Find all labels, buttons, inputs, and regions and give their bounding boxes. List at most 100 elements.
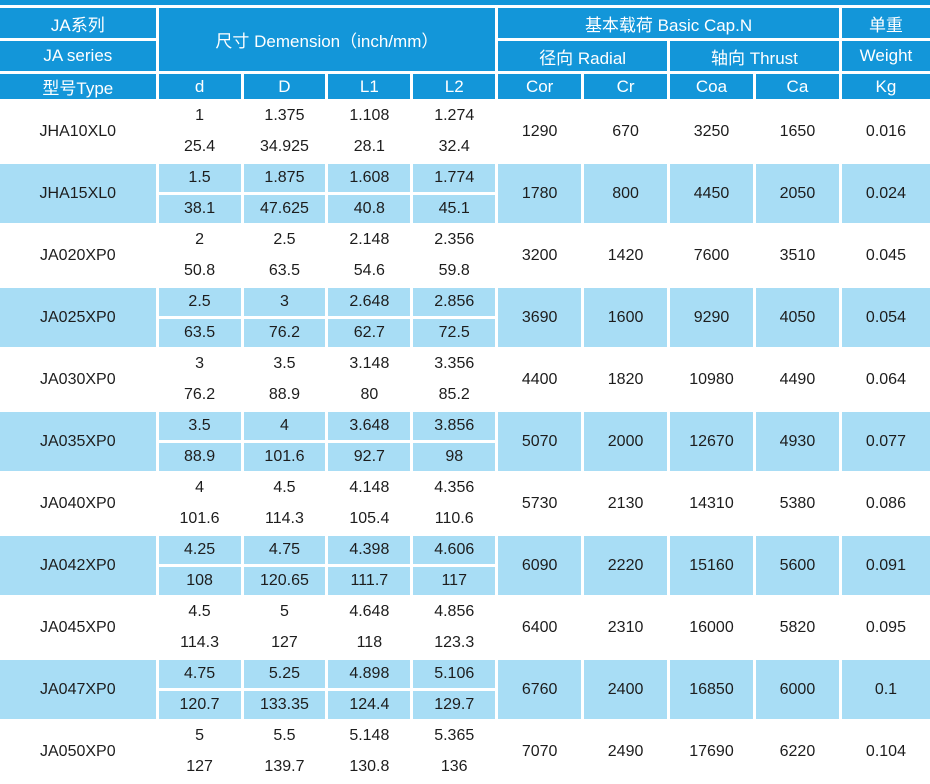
dim-inch-cell: 3.648 <box>328 412 411 440</box>
dim-mm-cell: 133.35 <box>243 691 326 719</box>
bearing-spec-table: JA系列 尺寸 Demension（inch/mm） 基本载荷 Basic Ca… <box>0 5 930 781</box>
dim-inch-cell: 4.25 <box>158 536 241 564</box>
table-body: JHA10XL0 1 1.375 1.108 1.274 1290 670 3250 1650 0… <box>0 102 930 781</box>
dim-mm-cell: 123.3 <box>413 629 496 657</box>
table-row-mm: 120.7 133.35 124.4 129.7 <box>0 691 930 719</box>
dim-inch-cell: 1.274 <box>413 102 496 130</box>
dim-mm-cell: 63.5 <box>243 257 326 285</box>
load-cell: 7600 <box>670 226 753 285</box>
load-cell: 1420 <box>584 226 668 285</box>
dim-inch-cell: 4.356 <box>413 474 496 502</box>
table-row: JA050XP0 5 5.5 5.148 5.365 7070 2490 17690 6220 0… <box>0 722 930 781</box>
model-cell: JA042XP0 <box>0 536 156 595</box>
load-cell: 7070 <box>498 722 582 781</box>
weight-cell: 0.091 <box>841 536 930 595</box>
load-cell: 10980 <box>670 350 753 409</box>
dim-inch-cell: 2 <box>158 226 241 254</box>
load-cell: 2000 <box>584 412 668 471</box>
header-col-L1: L1 <box>328 74 411 99</box>
dim-mm-cell: 127 <box>158 753 241 781</box>
header-col-Ca: Ca <box>755 74 839 99</box>
dim-inch-cell: 1.5 <box>158 164 241 192</box>
load-cell: 5600 <box>755 536 839 595</box>
dim-inch-cell: 3.148 <box>328 350 411 378</box>
header-series-en: JA series <box>0 41 156 71</box>
dim-mm-cell: 105.4 <box>328 505 411 533</box>
load-cell: 3200 <box>498 226 582 285</box>
load-cell: 15160 <box>670 536 753 595</box>
dim-mm-cell: 38.1 <box>158 195 241 223</box>
weight-cell: 0.054 <box>841 288 930 347</box>
dim-mm-cell: 63.5 <box>158 319 241 347</box>
header-radial: 径向 Radial <box>498 41 668 71</box>
dim-inch-cell: 5.5 <box>243 722 326 750</box>
dim-inch-cell: 1.108 <box>328 102 411 130</box>
load-cell: 1650 <box>755 102 839 161</box>
dim-inch-cell: 4.148 <box>328 474 411 502</box>
load-cell: 4930 <box>755 412 839 471</box>
load-cell: 2050 <box>755 164 839 223</box>
dim-mm-cell: 62.7 <box>328 319 411 347</box>
dim-mm-cell: 54.6 <box>328 257 411 285</box>
dim-mm-cell: 32.4 <box>413 133 496 161</box>
dim-inch-cell: 4.5 <box>158 598 241 626</box>
load-cell: 17690 <box>670 722 753 781</box>
table-row: JA040XP0 4 4.5 4.148 4.356 5730 2130 14310 5380 0… <box>0 474 930 533</box>
header-col-L2: L2 <box>413 74 496 99</box>
load-cell: 1290 <box>498 102 582 161</box>
table-row: JHA10XL0 1 1.375 1.108 1.274 1290 670 3250 1650 0… <box>0 102 930 161</box>
load-cell: 3510 <box>755 226 839 285</box>
dim-inch-cell: 5.365 <box>413 722 496 750</box>
table-row: JA025XP0 2.5 3 2.648 2.856 3690 1600 9290 4050 0.… <box>0 288 930 347</box>
table-row-mm: 63.5 76.2 62.7 72.5 <box>0 319 930 347</box>
model-cell: JA040XP0 <box>0 474 156 533</box>
model-cell: JA050XP0 <box>0 722 156 781</box>
load-cell: 6220 <box>755 722 839 781</box>
dim-mm-cell: 101.6 <box>243 443 326 471</box>
dim-inch-cell: 5 <box>243 598 326 626</box>
header-series-cn: JA系列 <box>0 8 156 38</box>
dim-inch-cell: 2.648 <box>328 288 411 316</box>
load-cell: 6090 <box>498 536 582 595</box>
dim-mm-cell: 92.7 <box>328 443 411 471</box>
model-cell: JHA15XL0 <box>0 164 156 223</box>
dim-mm-cell: 108 <box>158 567 241 595</box>
dim-mm-cell: 88.9 <box>158 443 241 471</box>
load-cell: 9290 <box>670 288 753 347</box>
table-row-mm: 88.9 101.6 92.7 98 <box>0 443 930 471</box>
dim-mm-cell: 117 <box>413 567 496 595</box>
dim-mm-cell: 80 <box>328 381 411 409</box>
dim-mm-cell: 129.7 <box>413 691 496 719</box>
dim-inch-cell: 2.5 <box>158 288 241 316</box>
model-cell: JA020XP0 <box>0 226 156 285</box>
model-cell: JA035XP0 <box>0 412 156 471</box>
load-cell: 4050 <box>755 288 839 347</box>
load-cell: 2490 <box>584 722 668 781</box>
dim-mm-cell: 45.1 <box>413 195 496 223</box>
dim-mm-cell: 114.3 <box>243 505 326 533</box>
dim-inch-cell: 3 <box>243 288 326 316</box>
load-cell: 3690 <box>498 288 582 347</box>
load-cell: 4450 <box>670 164 753 223</box>
weight-cell: 0.024 <box>841 164 930 223</box>
weight-cell: 0.045 <box>841 226 930 285</box>
header-col-d: d <box>158 74 241 99</box>
load-cell: 5730 <box>498 474 582 533</box>
load-cell: 800 <box>584 164 668 223</box>
load-cell: 3250 <box>670 102 753 161</box>
dim-mm-cell: 98 <box>413 443 496 471</box>
dim-inch-cell: 2.856 <box>413 288 496 316</box>
table-row-mm: 114.3 127 118 123.3 <box>0 629 930 657</box>
table-row-mm: 76.2 88.9 80 85.2 <box>0 381 930 409</box>
weight-cell: 0.095 <box>841 598 930 657</box>
spec-table-container: JA系列 尺寸 Demension（inch/mm） 基本载荷 Basic Ca… <box>0 5 930 781</box>
load-cell: 1820 <box>584 350 668 409</box>
load-cell: 5820 <box>755 598 839 657</box>
model-cell: JA045XP0 <box>0 598 156 657</box>
table-header: JA系列 尺寸 Demension（inch/mm） 基本载荷 Basic Ca… <box>0 8 930 99</box>
dim-mm-cell: 47.625 <box>243 195 326 223</box>
dim-mm-cell: 59.8 <box>413 257 496 285</box>
table-row: JA035XP0 3.5 4 3.648 3.856 5070 2000 12670 4930 0… <box>0 412 930 471</box>
dim-inch-cell: 4.398 <box>328 536 411 564</box>
load-cell: 2130 <box>584 474 668 533</box>
